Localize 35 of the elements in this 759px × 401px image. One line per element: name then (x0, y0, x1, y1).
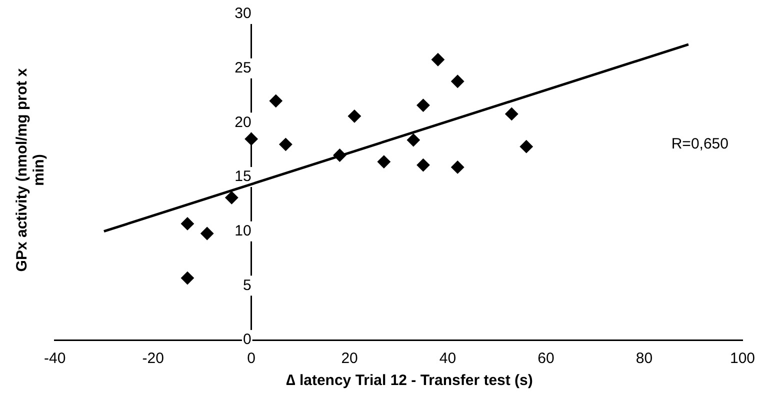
point (269, 94, 282, 108)
point (279, 138, 292, 151)
y-axis-title: GPx activity (nmol/mg prot x min) (13, 67, 47, 274)
x-tick-label: 20 (341, 350, 358, 368)
point (451, 160, 464, 174)
y-tick-label: 5 (242, 276, 252, 294)
x-tick-label: 100 (730, 350, 755, 368)
point (244, 132, 258, 146)
x-tick-label: 80 (636, 350, 653, 368)
point (225, 191, 238, 204)
x-tick-label: 40 (439, 350, 456, 368)
point (180, 272, 194, 285)
point (200, 227, 214, 240)
point (416, 98, 430, 112)
y-tick-label: 25 (234, 59, 252, 76)
point (431, 53, 444, 66)
point (348, 110, 361, 123)
annotation: R=0,650 (671, 136, 728, 153)
y-tick-label: 10 (234, 222, 252, 240)
point (416, 158, 430, 172)
point (505, 107, 518, 120)
x-tick-label: -40 (44, 350, 66, 368)
y-tick-label: 20 (234, 114, 252, 131)
point (406, 134, 420, 147)
point (377, 155, 390, 168)
x-tick-label: 60 (538, 350, 554, 368)
y-tick-label: 15 (234, 168, 252, 186)
x-axis-title: ∆ latency Trial 12 - Transfer test (s) (285, 372, 534, 389)
point (333, 148, 346, 162)
point (180, 217, 194, 230)
y-tick-label: 30 (234, 5, 252, 22)
x-tick-label: -20 (142, 350, 164, 368)
point (520, 140, 533, 154)
point (451, 74, 464, 88)
y-tick-label: 0 (242, 331, 252, 348)
